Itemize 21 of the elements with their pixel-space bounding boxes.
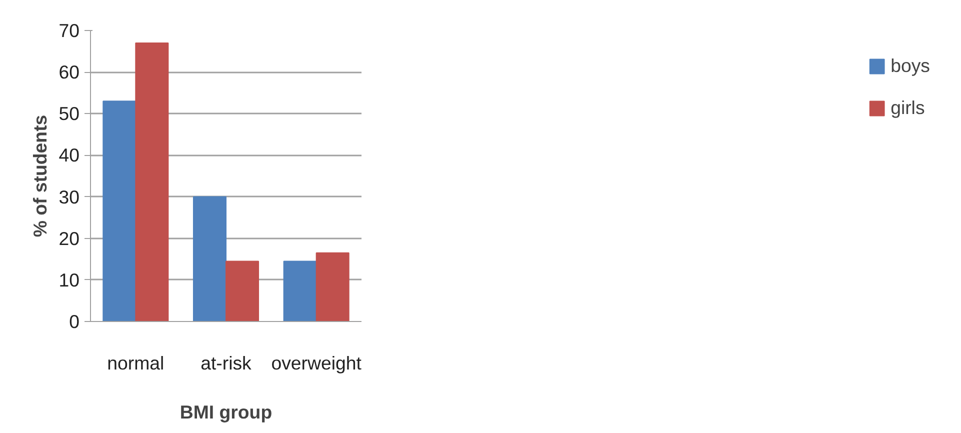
y-tick-label: 10 <box>58 269 80 290</box>
x-tick-label: normal <box>107 352 164 374</box>
y-tick-label: 60 <box>58 62 80 83</box>
y-tick-label: 30 <box>58 186 80 208</box>
y-tick-label: 70 <box>58 20 80 41</box>
y-tick-label: 50 <box>58 103 80 124</box>
bar <box>192 196 226 322</box>
bar <box>283 260 317 322</box>
y-axis-title: % of students <box>30 114 51 238</box>
x-tick-label: overweight <box>271 352 362 374</box>
legend-label: boys <box>890 55 930 77</box>
y-tick-label: 0 <box>69 311 80 332</box>
x-axis-title: BMI group <box>180 402 272 422</box>
bar <box>316 252 350 322</box>
legend-label: girls <box>890 97 925 119</box>
x-tick-label: at-risk <box>200 352 252 374</box>
bar <box>226 260 260 322</box>
y-tick-label: 20 <box>58 228 80 249</box>
y-tick-label: 40 <box>58 144 80 166</box>
bar <box>102 100 136 322</box>
bar <box>135 42 169 322</box>
